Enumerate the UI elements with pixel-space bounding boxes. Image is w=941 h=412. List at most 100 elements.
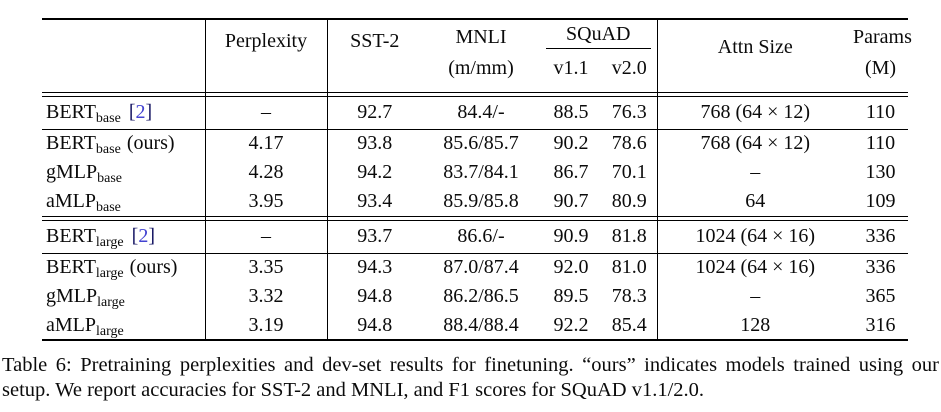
squad-v11-cell: 92.0 — [540, 252, 602, 282]
model-size-subscript: base — [95, 142, 121, 158]
col-header-mnli: MNLI — [455, 26, 507, 48]
header-row-2: (m/mm) v1.1 v2.0 (M) — [42, 52, 908, 92]
table-row-amlp-base: aMLPbase 3.95 93.4 85.9/85.8 90.7 80.9 6… — [42, 187, 908, 216]
attn-size-cell: 768 (64 × 12) — [656, 128, 854, 158]
squad-v11-cell: 92.2 — [553, 313, 589, 336]
model-cell: gMLPbase — [42, 158, 205, 187]
model-size-subscript: large — [97, 295, 125, 310]
double-rule — [42, 91, 909, 97]
params-cell: 336 — [853, 252, 909, 282]
params-cell: 110 — [853, 128, 909, 158]
squad-v20-cell: 78.3 — [611, 285, 647, 307]
table-caption: Table 6: Pretraining perplexities and de… — [2, 354, 939, 401]
perplexity-cell: 4.28 — [204, 158, 327, 187]
table-row-bert-base-cited: BERTbase [2] – 92.7 84.4/- 88.5 76.3 768 … — [42, 96, 908, 129]
sst2-cell: 92.7 — [326, 96, 422, 129]
params-cell: 316 — [865, 313, 896, 336]
model-size-subscript: large — [95, 235, 124, 250]
sst2-cell: 94.8 — [326, 311, 422, 340]
sst2-cell: 94.8 — [326, 282, 422, 311]
perplexity-cell: 3.35 — [204, 252, 327, 282]
params-cell: 365 — [865, 285, 896, 307]
col-subheader-mnli-mmm: (m/mm) — [448, 57, 514, 79]
model-cell: BERTlarge [2] — [42, 220, 205, 253]
squad-v11-cell: 89.5 — [553, 285, 589, 307]
citation-link[interactable]: [2] — [131, 225, 155, 247]
model-cell: BERTlarge (ours) — [42, 252, 205, 282]
model-name: gMLP — [46, 285, 98, 307]
sst2-cell: 93.7 — [326, 220, 422, 253]
model-cell: aMLPlarge — [42, 311, 205, 340]
col-subheader-squad-v11: v1.1 — [553, 57, 589, 79]
mnli-cell: 86.2/86.5 — [443, 285, 519, 307]
squad-v11-cell: 86.7 — [553, 161, 589, 183]
mnli-cell: 83.7/84.1 — [443, 161, 519, 183]
squad-v20-cell: 81.0 — [602, 252, 658, 282]
mnli-cell: 85.6/85.7 — [422, 128, 540, 158]
col-header-params: Params — [853, 26, 912, 48]
model-cell: aMLPbase — [42, 187, 205, 216]
model-name: BERT — [46, 256, 96, 279]
params-cell: 110 — [865, 101, 896, 123]
squad-group-label: SQuAD — [546, 23, 651, 49]
attn-size-cell: 64 — [656, 187, 854, 216]
mnli-cell: 88.4/88.4 — [443, 313, 519, 336]
table-row-gmlp-base: gMLPbase 4.28 94.2 83.7/84.1 86.7 70.1 –… — [42, 158, 908, 187]
sst2-cell: 94.2 — [326, 158, 422, 187]
perplexity-cell: 3.32 — [204, 282, 327, 311]
table-row-gmlp-large: gMLPlarge 3.32 94.8 86.2/86.5 89.5 78.3 … — [42, 282, 908, 311]
citation-link[interactable]: [2] — [128, 101, 153, 123]
params-cell: 336 — [865, 225, 896, 247]
table-row-amlp-large: aMLPlarge 3.19 94.8 88.4/88.4 92.2 85.4 … — [42, 311, 908, 340]
header-row-1: Perplexity SST-2 MNLI SQuAD Attn Size Pa… — [42, 19, 912, 92]
squad-v11-cell: 90.2 — [540, 128, 602, 158]
sst2-cell: 93.8 — [326, 128, 422, 158]
model-size-subscript: base — [95, 111, 121, 126]
table-row-bert-large-ours: BERTlarge (ours) 3.35 94.3 87.0/87.4 92.0… — [42, 252, 909, 282]
params-cell: 130 — [865, 161, 896, 183]
perplexity-cell: 3.19 — [204, 311, 327, 340]
model-cell: BERTbase [2] — [42, 96, 205, 129]
table-row-bert-base-ours: BERTbase (ours) 4.17 93.8 85.6/85.7 90.2 … — [42, 128, 909, 158]
perplexity-cell: – — [204, 220, 327, 253]
perplexity-cell: – — [204, 96, 327, 129]
table-row-bert-large-cited: BERTlarge [2] – 93.7 86.6/- 90.9 81.8 102… — [42, 220, 908, 253]
corner-cell — [42, 19, 205, 92]
model-suffix: (ours) — [126, 132, 175, 155]
model-size-subscript: base — [97, 171, 123, 186]
squad-v20-cell: 81.8 — [611, 225, 647, 247]
model-name: gMLP — [46, 161, 98, 183]
squad-v11-cell: 90.7 — [553, 189, 589, 212]
model-suffix: (ours) — [129, 256, 178, 279]
col-header-sst2: SST-2 — [326, 19, 422, 92]
model-size-subscript: large — [96, 323, 124, 339]
col-subheader-params-m: (M) — [864, 57, 897, 79]
mnli-cell: 84.4/- — [457, 101, 505, 123]
sst2-cell: 94.3 — [326, 252, 422, 282]
double-rule — [42, 215, 909, 221]
squad-v11-cell: 90.9 — [553, 225, 589, 247]
perplexity-cell: 4.17 — [204, 128, 327, 158]
col-header-attn-size: Attn Size — [656, 19, 854, 92]
mnli-cell: 85.9/85.8 — [443, 189, 519, 212]
squad-v20-cell: 70.1 — [611, 161, 647, 183]
attn-size-cell: 1024 (64 × 16) — [656, 220, 854, 253]
model-size-subscript: base — [96, 199, 121, 215]
model-name: BERT — [46, 101, 96, 123]
squad-v20-cell: 78.6 — [602, 128, 658, 158]
mnli-cell: 86.6/- — [457, 225, 505, 247]
squad-v20-cell: 76.3 — [611, 101, 647, 123]
results-table: Perplexity SST-2 MNLI SQuAD Attn Size Pa… — [42, 18, 912, 341]
sst2-cell: 93.4 — [326, 187, 422, 216]
col-subheader-squad-v20: v2.0 — [611, 57, 647, 79]
model-cell: BERTbase (ours) — [42, 128, 205, 158]
mnli-cell: 87.0/87.4 — [422, 252, 540, 282]
attn-size-cell: – — [656, 158, 854, 187]
col-header-perplexity: Perplexity — [204, 19, 327, 92]
attn-size-cell: 128 — [656, 311, 854, 340]
col-header-squad: SQuAD — [540, 19, 657, 52]
model-size-subscript: large — [95, 266, 124, 282]
attn-size-cell: 768 (64 × 12) — [656, 96, 854, 129]
squad-v20-cell: 80.9 — [611, 189, 647, 212]
